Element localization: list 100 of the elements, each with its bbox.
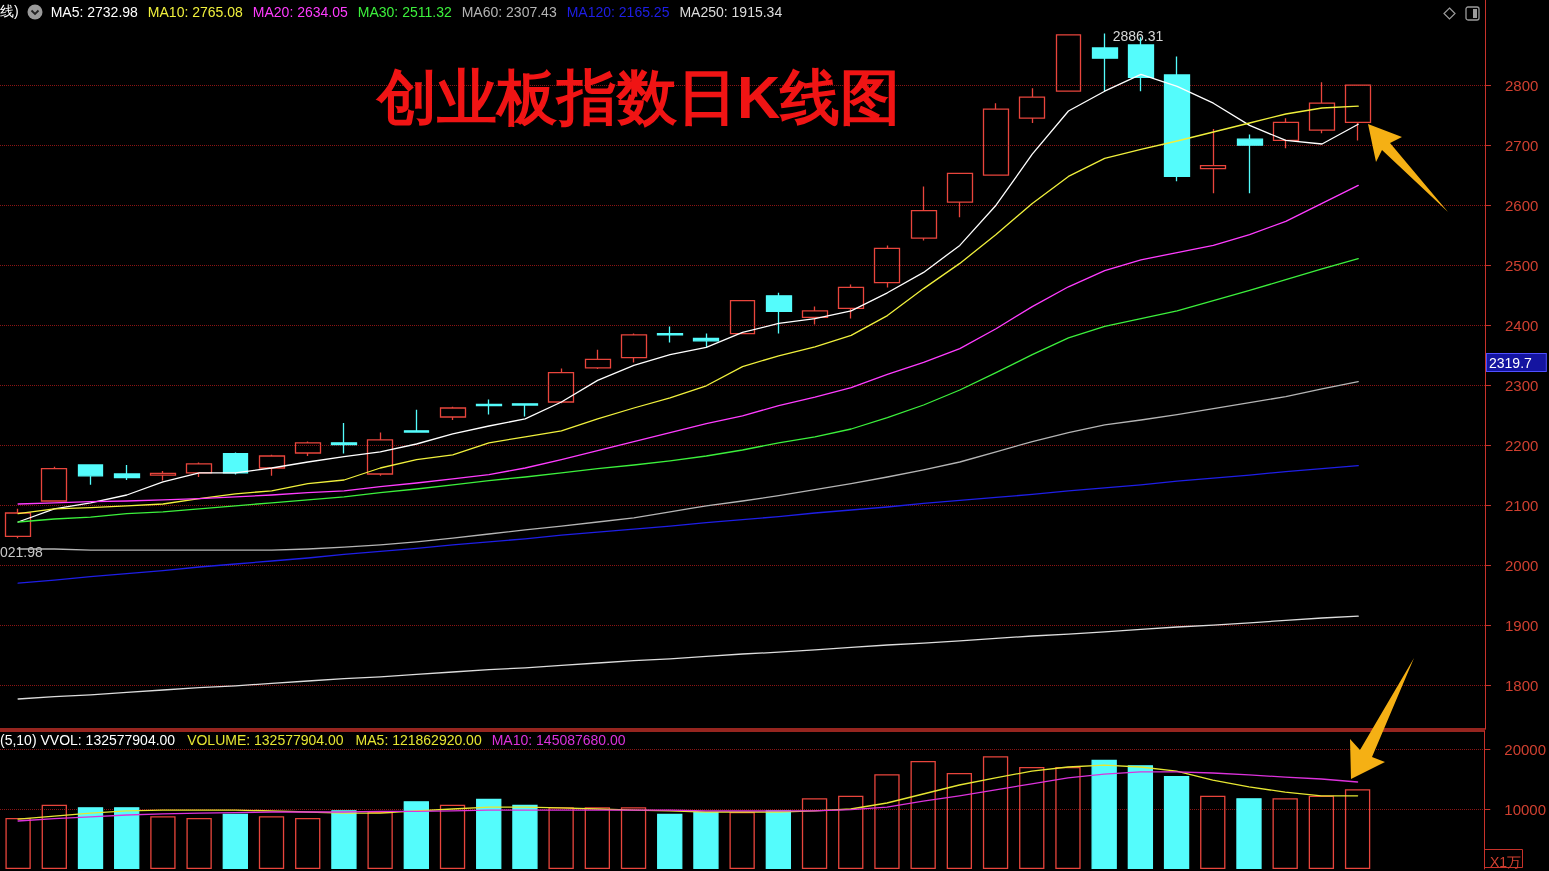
bar [512, 804, 538, 869]
bar [1055, 767, 1081, 869]
bar [548, 807, 574, 869]
bar [946, 773, 973, 869]
candlestick [547, 367, 575, 404]
bar [1272, 798, 1298, 869]
bar [77, 807, 104, 869]
bar [693, 812, 719, 869]
bar [331, 810, 357, 869]
text: MA120: 2165.25 [566, 4, 670, 20]
bar [5, 818, 31, 869]
bar [258, 816, 285, 869]
candlestick [1018, 87, 1046, 124]
candlestick [403, 409, 430, 434]
bar [222, 813, 248, 869]
bar [620, 807, 647, 869]
candlestick [439, 406, 467, 421]
candlestick [620, 332, 648, 364]
y-tick-label: 1900 [1505, 616, 1539, 634]
text: 创业板指数日K线图 [375, 63, 901, 131]
bar [1236, 798, 1262, 869]
line-series [17, 184, 1359, 505]
candlestick [1308, 81, 1336, 134]
bar [1163, 776, 1190, 869]
candlestick [258, 454, 286, 477]
bar [186, 818, 212, 869]
candlestick [801, 305, 829, 326]
text: MA10: 145087680.00 [491, 732, 626, 748]
candlestick [1272, 117, 1300, 149]
line-series [17, 615, 1359, 700]
text: MA5: 121862920.00 [355, 732, 482, 748]
bar [150, 816, 176, 869]
candlestick [1344, 84, 1372, 142]
candlestick [1163, 55, 1191, 182]
candlestick [4, 508, 32, 539]
candlestick [366, 431, 394, 477]
bar [41, 804, 67, 869]
bar [367, 812, 393, 869]
bar [1200, 795, 1226, 869]
bar [476, 798, 502, 869]
line-series [17, 764, 1359, 820]
y-tick-label: 1800 [1505, 676, 1539, 694]
candlestick [149, 470, 177, 482]
candlestick [222, 451, 249, 476]
candlestick [656, 325, 684, 344]
line-series [17, 257, 1359, 523]
candlestick [873, 244, 901, 289]
bar [295, 818, 321, 869]
y-tick-label: 2300 [1505, 376, 1539, 394]
candlestick [40, 466, 68, 503]
y-tick-label: 2600 [1505, 196, 1539, 214]
y-tick-label: 2200 [1505, 436, 1539, 454]
text: MA250: 1915.34 [679, 4, 783, 20]
bar [1127, 765, 1154, 869]
y-tick-label: 2700 [1505, 136, 1539, 154]
text: MA10: 2765.08 [147, 4, 243, 20]
annotation: 2886.31 [1112, 28, 1164, 45]
candlestick [330, 422, 358, 455]
annotation: 线) [0, 3, 19, 21]
bar [114, 807, 140, 869]
y-tick-label: 2500 [1505, 256, 1539, 274]
bar [584, 807, 611, 869]
bar [874, 774, 900, 869]
candlestick [729, 299, 756, 335]
annotation: VOLUME: 132577904.00 [187, 732, 344, 748]
bar [801, 798, 828, 869]
candlestick [1199, 128, 1227, 194]
candlestick [982, 102, 1010, 176]
text: MA20: 2634.05 [252, 4, 348, 20]
annotation: 021.98 [0, 544, 44, 560]
candlestick [113, 464, 141, 481]
candlestick [294, 440, 322, 457]
bar [403, 801, 429, 869]
y-tick-label: 10000 [1504, 800, 1547, 818]
bar [1344, 789, 1371, 869]
candlestick [1236, 133, 1264, 194]
y-tick-label: 2000 [1505, 556, 1539, 574]
text: MA30: 2511.32 [357, 4, 452, 20]
candlestick [1055, 34, 1082, 92]
annotation: (5,10) VVOL: 132577904.00 [0, 732, 176, 748]
candlestick [910, 185, 938, 242]
y-tick-label: 2400 [1505, 316, 1539, 334]
bar [765, 810, 792, 869]
text: 2319.7 [1489, 355, 1533, 371]
y-tick-label: 2100 [1505, 496, 1539, 514]
candlestick [765, 292, 793, 335]
bar [838, 795, 864, 869]
y-tick-label: 2800 [1505, 76, 1539, 94]
text: X1万 [1489, 854, 1521, 870]
candlestick [584, 349, 612, 370]
bar [1091, 759, 1117, 869]
text: MA5: 2732.98 [50, 4, 138, 20]
text: MA60: 2307.43 [461, 4, 557, 20]
y-tick-label: 20000 [1504, 740, 1547, 758]
bar [657, 813, 683, 869]
candlestick [946, 172, 974, 218]
candlestick [77, 464, 104, 486]
bar [439, 804, 466, 869]
bar [910, 761, 936, 869]
candlestick [837, 283, 865, 320]
